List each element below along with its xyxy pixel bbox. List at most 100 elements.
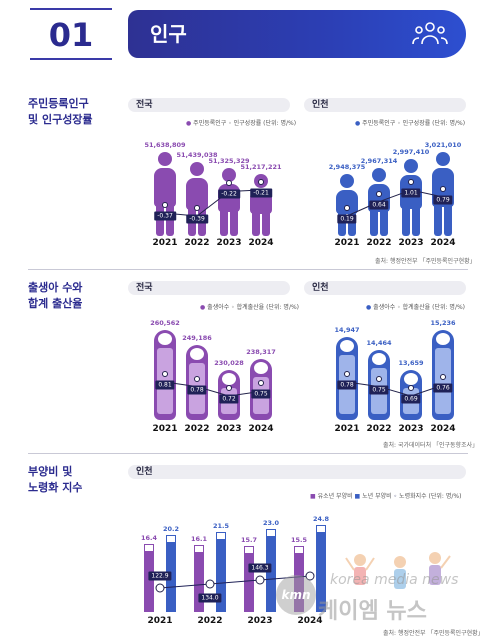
youth-value: 15.5 — [290, 536, 308, 545]
rate-point — [376, 190, 382, 197]
year-label: 2024 — [297, 616, 323, 626]
year-label: 2022 — [366, 424, 392, 434]
bar-cap — [166, 535, 176, 544]
year-label: 2022 — [197, 616, 223, 626]
figure-leg — [229, 210, 239, 236]
figure-leg — [251, 212, 261, 236]
section-label-births: 출생아 수와 합계 출산율 — [28, 281, 83, 310]
baby-face — [254, 362, 268, 375]
legend-incheon-births: ● 출생아수 ◦ 합계출산율 (단위: 명/%) — [366, 304, 466, 311]
rate-label: 1.01 — [401, 188, 421, 198]
bar-cap — [244, 545, 254, 554]
value-label: 2,967,314 — [360, 157, 398, 166]
youth-bar — [194, 544, 204, 612]
value-label: 2,948,375 — [328, 163, 366, 171]
value-label: 15,236 — [430, 319, 456, 327]
bar-cap — [144, 544, 154, 553]
rate-polyline — [346, 381, 444, 397]
rate-label: 0.69 — [401, 394, 421, 404]
rate-point — [194, 375, 200, 382]
value-label: 230,028 — [214, 359, 244, 367]
year-label: 2022 — [184, 238, 210, 248]
rate-point — [440, 374, 446, 381]
value-label: 260,562 — [150, 319, 180, 327]
figure-leg — [369, 210, 379, 236]
rate-point — [258, 179, 264, 185]
rate-polyline — [164, 381, 262, 397]
rate-label: 0.76 — [433, 383, 453, 393]
aging-label: 134.0 — [198, 593, 222, 603]
year-label: 2023 — [216, 424, 242, 434]
value-label: 2,997,410 — [392, 148, 430, 157]
youth-value: 16.4 — [140, 534, 158, 543]
figure-body — [186, 178, 208, 211]
year-label: 2023 — [398, 238, 424, 248]
rate-label: 0.64 — [369, 200, 389, 210]
value-label: 3,021,010 — [424, 141, 462, 149]
figure-head — [222, 168, 236, 183]
baby-face — [222, 373, 236, 385]
elderly-bar — [316, 524, 326, 612]
rate-label: -0.39 — [186, 214, 208, 224]
baby-face — [158, 333, 172, 345]
youth-value: 16.1 — [190, 534, 208, 543]
figure-head — [190, 162, 204, 177]
aging-label: 146.3 — [248, 563, 272, 573]
year-label: 2021 — [334, 238, 360, 248]
youth-bar — [244, 545, 254, 612]
rate-line — [164, 381, 262, 397]
baby-face — [436, 333, 450, 345]
baby-face — [190, 347, 204, 360]
aging-point — [255, 575, 265, 585]
section-number: 01 — [30, 8, 112, 60]
watermark-logo: kmn — [276, 575, 316, 615]
rate-label: 0.81 — [155, 380, 175, 390]
value-label: 13,659 — [398, 359, 424, 367]
aging-label: 122.9 — [148, 571, 172, 581]
rate-point — [162, 371, 168, 377]
figure-head — [436, 152, 450, 166]
figure-head — [340, 174, 354, 188]
rate-label: 0.78 — [337, 380, 357, 390]
value-label: 51,217,221 — [240, 163, 282, 171]
rate-polyline — [164, 189, 262, 217]
year-label: 2024 — [248, 424, 274, 434]
rate-point — [226, 385, 232, 391]
figure-body — [154, 168, 176, 207]
source-births: 출처: 국가데이터처 「인구동향조사」 — [383, 442, 479, 449]
rate-point — [408, 179, 414, 185]
year-label: 2021 — [147, 616, 173, 626]
watermark-text-korean: 케이엠 뉴스 — [318, 599, 427, 624]
value-label: 51,439,038 — [176, 151, 218, 160]
section-label-dependency: 부양비 및 노령화 지수 — [28, 465, 83, 494]
rate-line — [346, 189, 444, 217]
rate-point — [162, 202, 168, 209]
legend-national-population: ● 주민등록인구 ◦ 인구성장률 (단위: 명/%) — [186, 120, 297, 127]
rate-line — [346, 381, 444, 397]
page-title: 인구 — [150, 22, 187, 46]
figure-leg — [443, 204, 453, 236]
rate-label: 0.75 — [251, 389, 271, 399]
legend-dependency: ■ 유소년 부양비 ■ 노년 부양비 ◦ 노령화지수 (단위: 명/%) — [310, 493, 462, 500]
legend-incheon-population: ● 주민등록인구 ◦ 인구성장률 (단위: 명/%) — [355, 120, 466, 127]
source-dependency: 출처: 행정안전부 「주민등록인구현황」 — [383, 630, 484, 637]
year-label: 2024 — [430, 238, 456, 248]
chart-incheon-population: 2,948,375 2021 2,967,314 2022 2,997,410 2023 3… — [322, 128, 462, 258]
value-label: 51,638,809 — [144, 141, 186, 149]
rate-point — [344, 371, 350, 377]
people-group-icon — [412, 22, 448, 45]
year-label: 2021 — [152, 424, 178, 434]
rate-polyline — [346, 189, 444, 217]
year-label: 2022 — [366, 238, 392, 248]
chart-national-population: 51,638,809 2021 51,439,038 2022 51,325,329 20… — [140, 128, 282, 258]
bar-cap — [194, 544, 204, 553]
year-label: 2024 — [430, 424, 456, 434]
figure-leg — [347, 212, 357, 236]
panel-title-national-population: 전국 — [128, 98, 290, 112]
rate-point — [408, 385, 414, 391]
section-label-population: 주민등록인구 및 인구성장률 — [28, 97, 93, 126]
baby-face — [404, 373, 418, 385]
panel-title-national-births: 전국 — [128, 281, 290, 295]
value-label: 238,317 — [246, 348, 276, 357]
chart-national-births: 260,562 2021 249,186 2022 230,028 2023 238,317… — [140, 312, 280, 440]
